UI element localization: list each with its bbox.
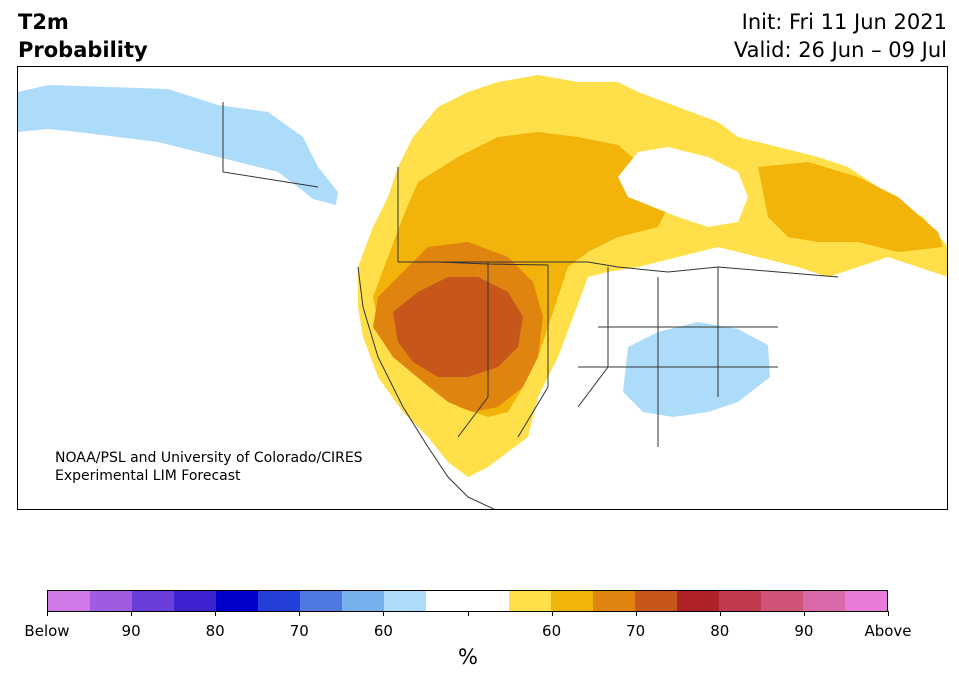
colorbar-tickmark: [719, 611, 721, 616]
colorbar-swatch: [551, 591, 594, 611]
credit-text: NOAA/PSL and University of Colorado/CIRE…: [55, 449, 363, 485]
colorbar-tickmark: [635, 611, 637, 616]
colorbar-tick-label: 90: [794, 622, 814, 640]
colorbar-swatch: [257, 591, 300, 611]
colorbar-tickmark: [215, 611, 217, 616]
valid-range: Valid: 26 Jun – 09 Jul: [733, 38, 947, 62]
colorbar-swatch: [593, 591, 636, 611]
colorbar-tickmark: [47, 611, 48, 616]
colorbar-swatch: [299, 591, 342, 611]
colorbar-swatch: [677, 591, 720, 611]
title-line-2: Probability: [18, 38, 148, 62]
colorbar-tickmark: [888, 611, 889, 616]
above-region-quebec: [758, 162, 943, 252]
colorbar-swatch: [845, 591, 888, 611]
colorbar-swatch: [215, 591, 258, 611]
credit-line-1: NOAA/PSL and University of Colorado/CIRE…: [55, 450, 363, 466]
map-title: T2m Probability: [18, 8, 148, 64]
map-canvas: [18, 75, 947, 509]
colorbar-swatch: [341, 591, 384, 611]
colorbar-tick-label: 80: [205, 622, 225, 640]
init-date: Init: Fri 11 Jun 2021: [741, 10, 947, 34]
title-line-1: T2m: [18, 10, 69, 34]
colorbar-tick-label: Above: [864, 622, 912, 640]
colorbar-tick-label: 70: [626, 622, 646, 640]
below-region-alaska: [18, 85, 338, 205]
colorbar-tickmark: [467, 611, 469, 616]
boundaries: [222, 102, 839, 509]
colorbar-tickmark: [131, 611, 133, 616]
colorbar-tick-label: Below: [24, 622, 70, 640]
hudson-bay-neutral: [618, 147, 748, 227]
colorbar-tick-label: 90: [121, 622, 141, 640]
colorbar-swatch: [635, 591, 678, 611]
probability-map: [17, 66, 948, 510]
forecast-dates: Init: Fri 11 Jun 2021 Valid: 26 Jun – 09…: [734, 8, 947, 64]
colorbar-swatch: [509, 591, 552, 611]
colorbar-tick-label: 80: [710, 622, 730, 640]
colorbar: [47, 590, 888, 612]
colorbar-swatch: [467, 591, 510, 611]
colorbar-swatch: [719, 591, 762, 611]
above-region-70-75: [393, 277, 523, 377]
below-region-southeast: [623, 322, 770, 417]
colorbar-unit: %: [458, 645, 478, 669]
colorbar-swatch: [761, 591, 804, 611]
credit-line-2: Experimental LIM Forecast: [55, 468, 241, 484]
colorbar-swatch: [803, 591, 846, 611]
colorbar-tickmark: [803, 611, 805, 616]
colorbar-swatch: [89, 591, 132, 611]
colorbar-tick-label: 60: [373, 622, 393, 640]
colorbar-swatch: [131, 591, 174, 611]
colorbar-tickmark: [551, 611, 553, 616]
colorbar-tick-label: 70: [289, 622, 309, 640]
colorbar-tick-label: 60: [542, 622, 562, 640]
colorbar-swatch: [48, 591, 90, 611]
colorbar-tickmark: [299, 611, 301, 616]
colorbar-swatch: [425, 591, 468, 611]
colorbar-tickmark: [383, 611, 385, 616]
colorbar-swatch: [383, 591, 426, 611]
colorbar-swatch: [173, 591, 216, 611]
